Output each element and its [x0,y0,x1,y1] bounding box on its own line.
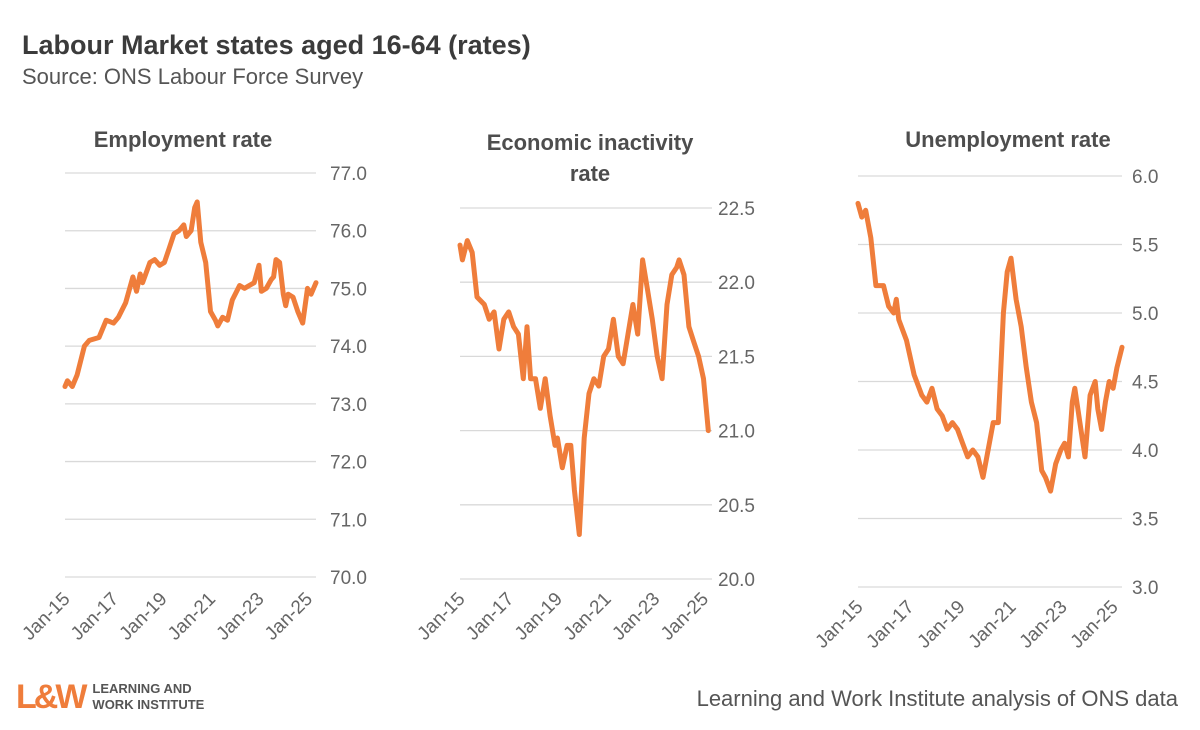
lw-logo: L&W LEARNING AND WORK INSTITUTE [16,680,204,714]
chart-title: Labour Market states aged 16-64 (rates) [22,30,531,60]
series-line [855,200,1125,494]
chart-panel-1: Employment rate 70.0 71.0 72.0 73.0 74.0 75.0 7… [19,127,367,645]
x-tick-label: Jan-17 [67,589,123,645]
y-tick-label: 6.0 [1132,167,1158,188]
x-tick-label: Jan-23 [213,589,269,645]
x-tick-label: Jan-21 [164,589,220,645]
panel-title: Employment rate [94,127,273,152]
x-tick-label: Jan-23 [1016,597,1072,653]
x-tick-label: Jan-21 [965,597,1021,653]
y-tick-label: 72.0 [330,453,367,474]
y-tick-label: 3.5 [1132,510,1158,531]
footer-credit: Learning and Work Institute analysis of … [696,686,1178,711]
logo-mark: L&W [16,678,87,716]
chart-subtitle: Source: ONS Labour Force Survey [22,64,364,89]
y-tick-label: 22.5 [718,199,755,220]
x-tick-label: Jan-17 [863,597,919,653]
y-tick-label: 4.5 [1132,373,1158,394]
y-tick-label: 20.0 [718,570,755,591]
y-tick-label: 3.0 [1132,578,1158,599]
x-tick-label: Jan-19 [914,597,970,653]
x-tick-label: Jan-25 [1067,597,1123,653]
y-tick-label: 75.0 [330,279,367,300]
panel-title: Economic inactivity [487,130,694,155]
y-tick-label: 5.5 [1132,236,1158,257]
x-tick-label: Jan-19 [511,589,567,645]
y-tick-label: 21.0 [718,422,755,443]
y-tick-label: 71.0 [330,510,367,531]
y-tick-label: 5.0 [1132,304,1158,325]
chart-panel-2: Economic inactivity rate 20.0 20.5 21.0 21.5 2… [414,130,755,645]
y-tick-label: 73.0 [330,395,367,416]
y-tick-label: 74.0 [330,337,367,358]
y-tick-label: 76.0 [330,222,367,243]
logo-line-1: LEARNING AND [92,681,192,696]
panel-title: Unemployment rate [905,127,1110,152]
series-line [62,199,319,389]
x-tick-label: Jan-15 [19,589,75,645]
series-line [457,238,711,537]
y-tick-label: 4.0 [1132,441,1158,462]
y-tick-label: 70.0 [330,568,367,589]
x-tick-label: Jan-21 [560,589,616,645]
y-tick-label: 21.5 [718,347,755,368]
chart-panel-3: Unemployment rate 3.0 3.5 4.0 4.5 5.0 5.5 6.0 Ja… [812,127,1159,653]
x-tick-label: Jan-25 [261,589,317,645]
logo-text: LEARNING AND WORK INSTITUTE [92,681,204,713]
y-tick-label: 77.0 [330,164,367,185]
x-tick-label: Jan-19 [116,589,172,645]
x-tick-label: Jan-15 [812,597,868,653]
y-tick-label: 22.0 [718,273,755,294]
y-tick-label: 20.5 [718,496,755,517]
x-tick-label: Jan-15 [414,589,470,645]
x-tick-label: Jan-25 [657,589,713,645]
logo-line-2: WORK INSTITUTE [92,697,205,712]
x-tick-label: Jan-17 [462,589,518,645]
panel-title: rate [570,161,610,186]
x-tick-label: Jan-23 [608,589,664,645]
